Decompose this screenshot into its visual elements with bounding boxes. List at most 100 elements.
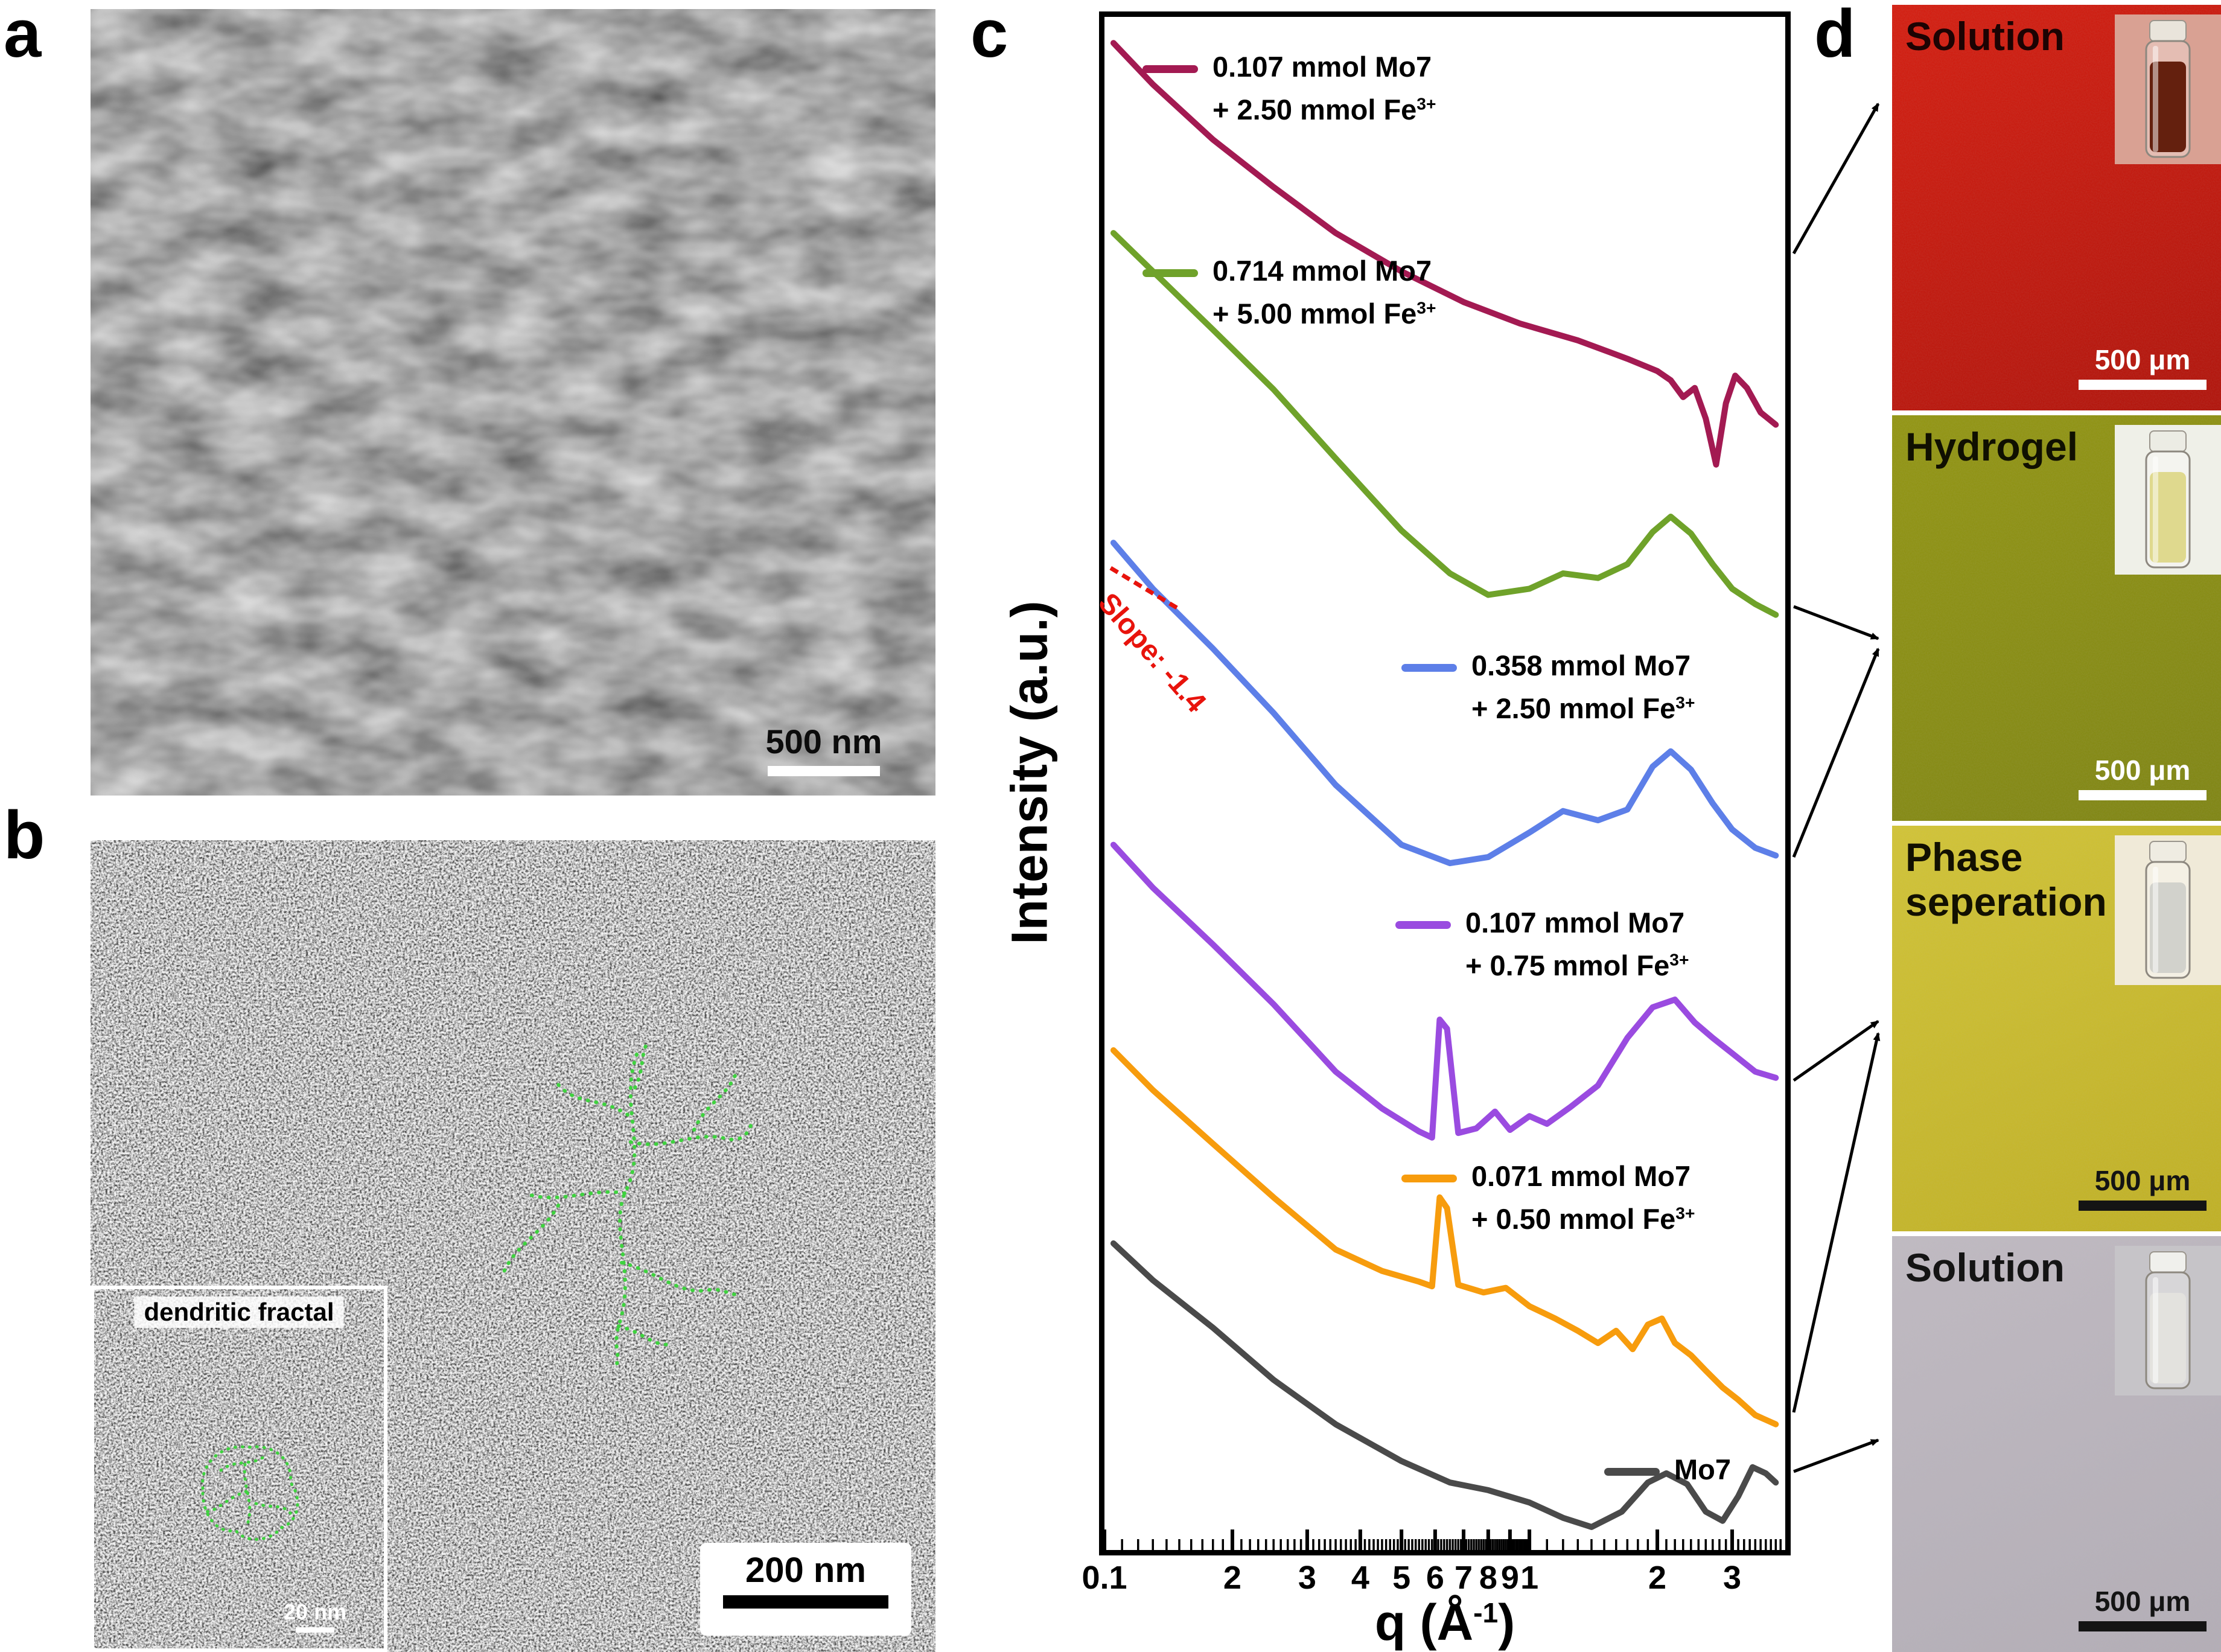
scale-bar-b-text: 200 nm bbox=[745, 1551, 866, 1590]
legend-text: 0.107 mmol Mo7 bbox=[1212, 51, 1432, 83]
condition-label-line: Hydrogel bbox=[1905, 424, 2079, 469]
x-tick-label: 5 bbox=[1392, 1560, 1410, 1596]
condition-label: Solution bbox=[1905, 1245, 2065, 1290]
legend-text: + 2.50 mmol Fe bbox=[1212, 93, 1417, 126]
legend-sup: 3+ bbox=[1675, 692, 1695, 712]
legend-swatch bbox=[1401, 1175, 1457, 1183]
panel-label-c: c bbox=[970, 0, 1009, 71]
curve-mo7 bbox=[1110, 1240, 1779, 1530]
vial-photo bbox=[2115, 1246, 2221, 1395]
vial-photo-inset bbox=[2115, 1246, 2221, 1395]
inset-scale-bar-line bbox=[295, 1627, 334, 1633]
legend-sup: 3+ bbox=[1416, 297, 1436, 317]
legend-text: + 0.50 mmol Fe bbox=[1471, 1202, 1676, 1235]
legend-sup: 3+ bbox=[1416, 93, 1436, 113]
x-tick-label: 9 bbox=[1501, 1560, 1519, 1596]
scale-bar-d-text: 500 μm bbox=[2094, 1165, 2191, 1196]
arrow-to-phase-seperation-2 bbox=[1792, 1032, 1881, 1413]
legend-text: + 5.00 mmol Fe bbox=[1212, 297, 1417, 330]
scale-bar-d-line bbox=[2079, 790, 2207, 800]
x-tick-label: 3 bbox=[1723, 1560, 1741, 1596]
condition-label-line: Solution bbox=[1905, 14, 2065, 59]
condition-label-line: Phase bbox=[1905, 835, 2023, 879]
legend-series-3: 0.107 mmol Mo7 + 0.75 mmol Fe3+ bbox=[1395, 902, 1689, 987]
scale-bar-d: 500 μm bbox=[2079, 1585, 2207, 1631]
legend-series-2: 0.358 mmol Mo7 + 2.50 mmol Fe3+ bbox=[1401, 645, 1695, 730]
curve-mo358-fe250 bbox=[1110, 540, 1779, 867]
scale-bar-a-text: 500 nm bbox=[765, 722, 882, 761]
legend-swatch bbox=[1142, 269, 1198, 278]
curve-mo714-fe500 bbox=[1110, 230, 1779, 618]
arrow-to-phase-seperation bbox=[1792, 1019, 1879, 1082]
vial-photo bbox=[2115, 425, 2221, 575]
curve-mo107-fe250 bbox=[1110, 40, 1779, 468]
tem-inset-b: dendritic fractal 20 nm bbox=[91, 1286, 387, 1652]
x-tick-label: 6 bbox=[1426, 1560, 1444, 1596]
scale-bar-d-text: 500 μm bbox=[2094, 754, 2191, 786]
scale-bar-a-line bbox=[768, 766, 880, 776]
x-axis-label-suffix: ) bbox=[1498, 1594, 1515, 1651]
dendritic-fractal-annotation bbox=[502, 1038, 753, 1367]
legend-text: 0.107 mmol Mo7 bbox=[1465, 907, 1685, 939]
vial-photo bbox=[2115, 835, 2221, 985]
scale-bar-d: 500 μm bbox=[2079, 343, 2207, 390]
legend-swatch bbox=[1395, 921, 1451, 930]
legend-text: 0.071 mmol Mo7 bbox=[1471, 1160, 1691, 1192]
legend-swatch bbox=[1604, 1468, 1660, 1476]
tem-micrograph-b bbox=[91, 840, 935, 1652]
legend-text: + 2.50 mmol Fe bbox=[1471, 692, 1676, 724]
scale-bar-d-text: 500 μm bbox=[2094, 1586, 2191, 1617]
legend-series-4: 0.071 mmol Mo7 + 0.50 mmol Fe3+ bbox=[1401, 1155, 1695, 1240]
legend-swatch bbox=[1142, 65, 1198, 74]
x-tick-label: 0.1 bbox=[1082, 1560, 1127, 1596]
panel-label-d: d bbox=[1814, 0, 1856, 71]
x-tick-label: 2 bbox=[1223, 1560, 1241, 1596]
condition-label: Hydrogel bbox=[1905, 424, 2079, 470]
scale-bar-d: 500 μm bbox=[2079, 754, 2207, 800]
micrograph-hydrogel: Hydrogel 500 μm bbox=[1892, 415, 2221, 821]
x-tick-label: 8 bbox=[1479, 1560, 1497, 1596]
panel-d: Solution 500 μm Hydrogel 500 μm Phase sep… bbox=[1892, 0, 2221, 1652]
legend-text: + 0.75 mmol Fe bbox=[1465, 949, 1670, 981]
x-tick-label: 1 bbox=[1520, 1560, 1538, 1596]
scale-bar-d-line bbox=[2079, 380, 2207, 390]
scale-bar-d: 500 μm bbox=[2079, 1164, 2207, 1211]
micrograph-solution-red: Solution 500 μm bbox=[1892, 5, 2221, 410]
legend-swatch bbox=[1401, 664, 1457, 672]
legend-series-1: 0.714 mmol Mo7 + 5.00 mmol Fe3+ bbox=[1142, 250, 1436, 335]
plot-frame bbox=[1099, 11, 1791, 1555]
x-tick-label: 3 bbox=[1298, 1560, 1316, 1596]
arrow-to-hydrogel-2 bbox=[1792, 648, 1880, 858]
condition-label-line: seperation bbox=[1905, 879, 2107, 924]
condition-label: Solution bbox=[1905, 14, 2065, 59]
vial-photo-inset bbox=[2115, 14, 2221, 164]
panel-label-b: b bbox=[4, 797, 45, 873]
x-axis-label-prefix: q (Å bbox=[1374, 1594, 1474, 1651]
vial-photo-inset bbox=[2115, 425, 2221, 575]
legend-text: 0.358 mmol Mo7 bbox=[1471, 649, 1691, 681]
y-axis-label: Intensity (a.u.) bbox=[1001, 601, 1058, 945]
sem-micrograph-a bbox=[91, 9, 935, 796]
inset-dendritic-fractal-annotation bbox=[201, 1445, 299, 1541]
micrograph-solution-bottom: Solution 500 μm bbox=[1892, 1236, 2221, 1652]
arrow-to-hydrogel bbox=[1793, 605, 1879, 640]
inset-scale-bar: 20 nm bbox=[284, 1599, 346, 1633]
legend-text: Mo7 bbox=[1674, 1453, 1731, 1485]
inset-scale-bar-text: 20 nm bbox=[283, 1599, 346, 1624]
scale-bar-a: 500 nm bbox=[756, 722, 892, 776]
x-axis-label-sup: -1 bbox=[1473, 1597, 1499, 1628]
saxs-plot: 0.1 2 3 4 5 6 7 8 9 1 2 3 bbox=[1082, 40, 1782, 1596]
condition-label-line: Solution bbox=[1905, 1245, 2065, 1290]
legend-sup: 3+ bbox=[1675, 1202, 1695, 1222]
vial-photo-inset bbox=[2115, 835, 2221, 985]
x-tick-label: 2 bbox=[1648, 1560, 1666, 1596]
inset-title: dendritic fractal bbox=[134, 1296, 344, 1328]
curve-mo071-fe050 bbox=[1110, 1047, 1779, 1427]
scale-bar-b-line bbox=[723, 1595, 888, 1609]
scale-bar-d-line bbox=[2079, 1201, 2207, 1211]
tem-inset-texture bbox=[94, 1289, 384, 1648]
x-axis-label: q (Å-1) bbox=[1375, 1593, 1515, 1652]
legend-text: 0.714 mmol Mo7 bbox=[1212, 255, 1432, 287]
legend-sup: 3+ bbox=[1669, 949, 1689, 969]
